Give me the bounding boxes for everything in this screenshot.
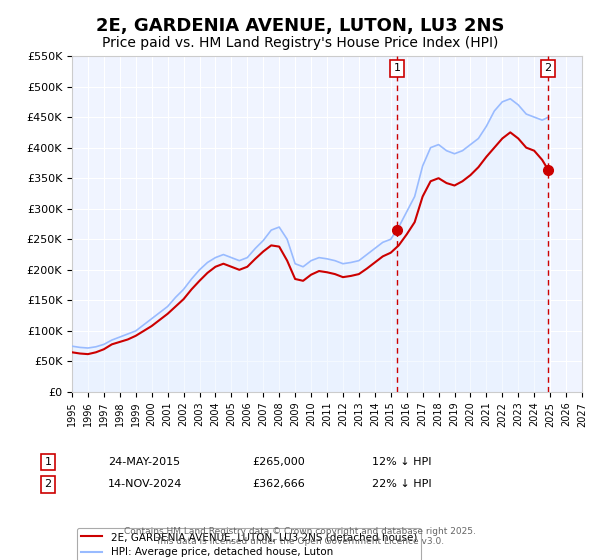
Text: 2: 2 bbox=[44, 479, 52, 489]
Text: Price paid vs. HM Land Registry's House Price Index (HPI): Price paid vs. HM Land Registry's House … bbox=[102, 36, 498, 50]
Text: £362,666: £362,666 bbox=[252, 479, 305, 489]
Text: 2E, GARDENIA AVENUE, LUTON, LU3 2NS: 2E, GARDENIA AVENUE, LUTON, LU3 2NS bbox=[96, 17, 504, 35]
Legend: 2E, GARDENIA AVENUE, LUTON, LU3 2NS (detached house), HPI: Average price, detach: 2E, GARDENIA AVENUE, LUTON, LU3 2NS (det… bbox=[77, 528, 421, 560]
Text: 14-NOV-2024: 14-NOV-2024 bbox=[108, 479, 182, 489]
Text: 12% ↓ HPI: 12% ↓ HPI bbox=[372, 457, 431, 467]
Text: 24-MAY-2015: 24-MAY-2015 bbox=[108, 457, 180, 467]
Text: £265,000: £265,000 bbox=[252, 457, 305, 467]
Text: 22% ↓ HPI: 22% ↓ HPI bbox=[372, 479, 431, 489]
Text: Contains HM Land Registry data © Crown copyright and database right 2025.
This d: Contains HM Land Registry data © Crown c… bbox=[124, 526, 476, 546]
Text: 1: 1 bbox=[44, 457, 52, 467]
Text: 1: 1 bbox=[394, 63, 401, 73]
Text: 2: 2 bbox=[544, 63, 551, 73]
